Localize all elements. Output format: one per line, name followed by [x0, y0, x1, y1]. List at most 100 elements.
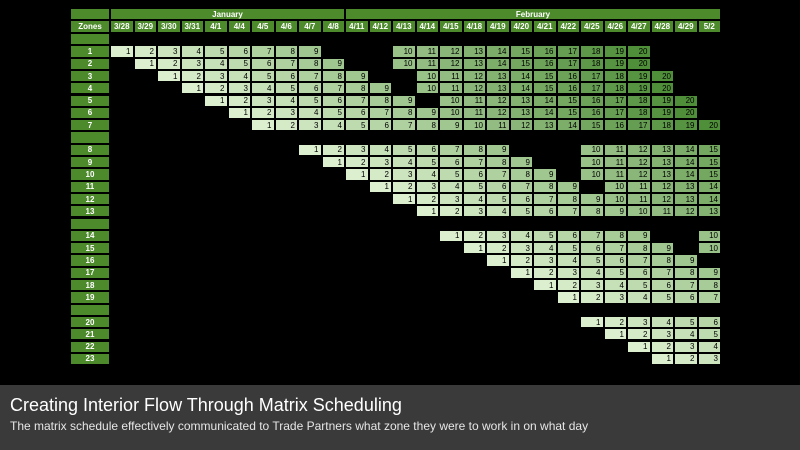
schedule-cell: 13 [509, 106, 533, 120]
schedule-cell: 19 [650, 94, 674, 107]
zones-header: Zones [70, 20, 110, 33]
date-header: 4/18 [462, 20, 486, 33]
schedule-cell: 3 [368, 156, 392, 169]
schedule-cell: 3 [509, 242, 533, 255]
header-spacer [70, 8, 110, 20]
zone-label: 16 [70, 254, 110, 267]
schedule-cell: 7 [533, 192, 557, 206]
schedule-cell: 5 [650, 291, 674, 304]
schedule-cell: 10 [603, 192, 627, 206]
schedule-cell: 4 [650, 315, 674, 329]
schedule-cell: 9 [556, 180, 580, 193]
zone-label: 7 [70, 119, 110, 132]
schedule-cell: 5 [462, 180, 486, 193]
schedule-cell: 16 [533, 57, 557, 70]
schedule-cell: 11 [462, 94, 486, 107]
schedule-cell: 2 [415, 192, 439, 206]
schedule-cell: 3 [345, 143, 369, 156]
schedule-cell: 12 [439, 45, 463, 58]
schedule-cell: 6 [533, 205, 557, 218]
schedule-cell: 11 [415, 45, 439, 58]
schedule-cell: 18 [603, 82, 627, 95]
schedule-cell: 4 [462, 192, 486, 206]
schedule-cell: 3 [627, 315, 651, 329]
schedule-cell: 4 [556, 254, 580, 267]
schedule-cell: 5 [439, 168, 463, 181]
date-header: 4/21 [533, 20, 557, 33]
schedule-cell: 10 [415, 82, 439, 95]
schedule-cell: 8 [697, 279, 721, 292]
schedule-cell: 6 [650, 279, 674, 292]
schedule-cell: 7 [321, 82, 345, 95]
schedule-cell: 11 [486, 119, 510, 132]
schedule-cell: 10 [462, 119, 486, 132]
schedule-cell: 5 [674, 315, 698, 329]
schedule-cell: 13 [462, 57, 486, 70]
schedule-cell: 5 [345, 119, 369, 132]
schedule-cell: 15 [697, 168, 721, 181]
schedule-cell: 2 [204, 82, 228, 95]
schedule-cell: 7 [251, 45, 275, 58]
schedule-cell: 17 [580, 82, 604, 95]
schedule-cell: 11 [627, 180, 651, 193]
schedule-cell: 10 [439, 106, 463, 120]
schedule-cell: 11 [415, 57, 439, 70]
schedule-cell: 9 [533, 168, 557, 181]
schedule-cell: 19 [603, 57, 627, 70]
date-header: 4/27 [627, 20, 651, 33]
schedule-cell: 7 [392, 119, 416, 132]
schedule-cell: 16 [580, 94, 604, 107]
schedule-cell: 12 [627, 143, 651, 156]
zone-spacer [70, 131, 110, 144]
schedule-cell: 2 [345, 156, 369, 169]
schedule-cell: 10 [580, 143, 604, 156]
schedule-cell: 20 [697, 119, 721, 132]
schedule-cell: 17 [627, 119, 651, 132]
schedule-cell: 9 [392, 94, 416, 107]
schedule-cell: 4 [486, 205, 510, 218]
zone-label: 10 [70, 168, 110, 181]
schedule-cell: 1 [556, 291, 580, 304]
schedule-cell: 7 [697, 291, 721, 304]
schedule-cell: 1 [298, 143, 322, 156]
schedule-cell: 8 [556, 192, 580, 206]
schedule-cell: 3 [204, 69, 228, 83]
schedule-cell: 20 [650, 82, 674, 95]
schedule-cell: 13 [650, 156, 674, 169]
schedule-cell: 17 [556, 57, 580, 70]
schedule-cell: 18 [650, 119, 674, 132]
date-header: 4/13 [392, 20, 416, 33]
schedule-cell: 9 [415, 106, 439, 120]
schedule-cell: 6 [674, 291, 698, 304]
schedule-cell: 5 [627, 279, 651, 292]
month-header: February [345, 8, 721, 20]
slide-subtitle: The matrix schedule effectively communic… [10, 419, 589, 433]
schedule-cell: 8 [509, 168, 533, 181]
schedule-cell: 16 [556, 69, 580, 83]
schedule-cell: 3 [486, 229, 510, 243]
schedule-cell: 11 [650, 205, 674, 218]
schedule-matrix: January February Zones 3/28 3/29 3/30 3/31 4/1 4… [70, 8, 731, 382]
schedule-cell: 17 [603, 106, 627, 120]
schedule-cell: 14 [509, 69, 533, 83]
schedule-cell: 3 [415, 180, 439, 193]
schedule-cell: 8 [650, 254, 674, 267]
schedule-cell: 1 [486, 254, 510, 267]
schedule-cell: 3 [227, 82, 251, 95]
schedule-cell: 15 [509, 45, 533, 58]
schedule-cell: 8 [627, 242, 651, 255]
schedule-cell: 14 [697, 192, 721, 206]
schedule-cell: 11 [603, 143, 627, 156]
zone-spacer [70, 33, 110, 46]
schedule-cell: 4 [251, 82, 275, 95]
schedule-cell: 16 [603, 119, 627, 132]
schedule-cell: 7 [627, 254, 651, 267]
schedule-cell: 1 [180, 82, 204, 95]
schedule-cell: 17 [556, 45, 580, 58]
schedule-cell: 4 [180, 45, 204, 58]
schedule-cell: 5 [251, 69, 275, 83]
schedule-cell: 5 [556, 242, 580, 255]
schedule-cell: 4 [509, 229, 533, 243]
schedule-cell: 7 [556, 205, 580, 218]
schedule-cell: 6 [486, 180, 510, 193]
